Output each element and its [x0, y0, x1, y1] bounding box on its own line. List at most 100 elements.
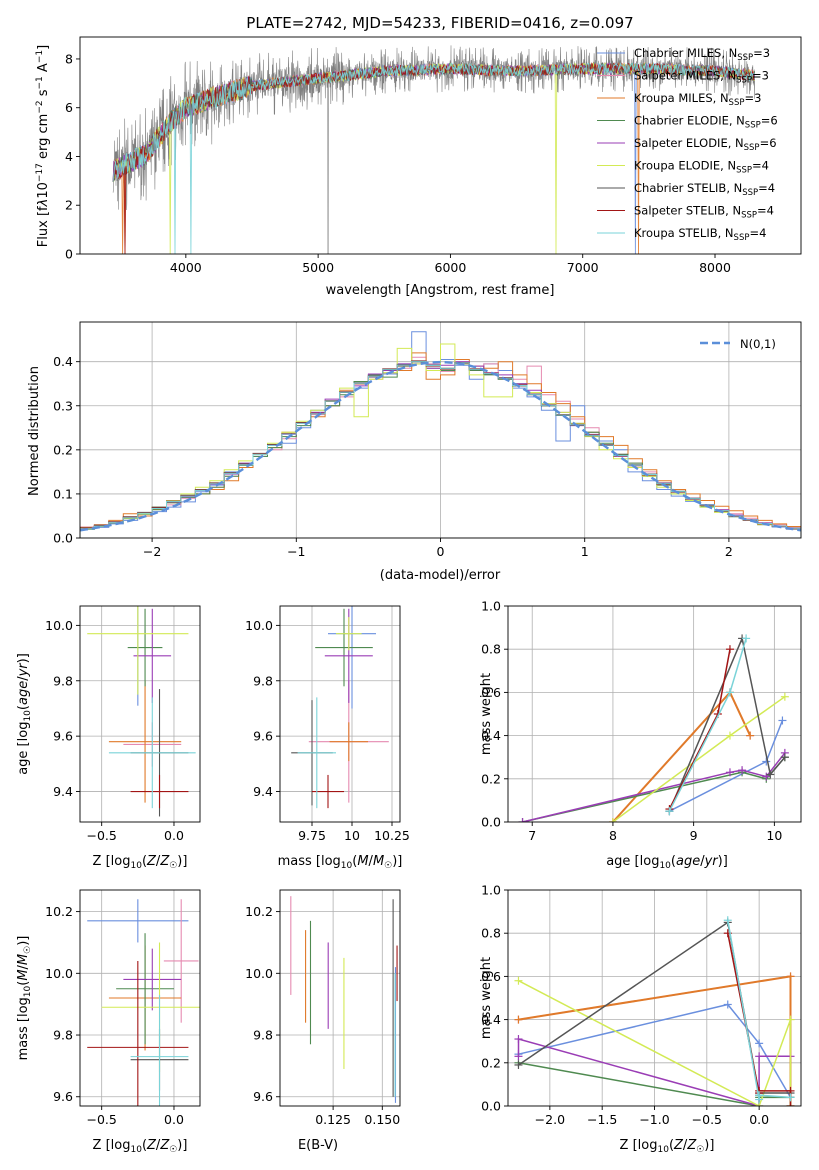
y-tick-label: 10.2	[245, 904, 273, 919]
x-tick-label: −1	[287, 544, 305, 559]
y-tick-label: 10.0	[245, 618, 273, 633]
weight-point-marker	[725, 645, 734, 654]
mass-vs-ebv-panel: 0.125 0.150 9.6 9.8 10.0 10.2 E(B-V)	[245, 889, 401, 1153]
y-tick-label: 9.4	[253, 784, 273, 799]
weight-point-marker	[723, 1000, 732, 1009]
x-tick-label: −1.0	[639, 1112, 669, 1127]
y-tick-label: 0.2	[481, 1055, 501, 1070]
legend-entry: Kroupa ELODIE, NSSP=4	[634, 159, 769, 176]
weight-point-marker	[780, 692, 789, 701]
y-tick-label: 10.2	[45, 904, 73, 919]
y-tick-label: 9.6	[53, 729, 73, 744]
legend-entry: Salpeter MILES, NSSP=3	[634, 69, 769, 86]
spectrum-xlabel: wavelength [Angstrom, rest frame]	[326, 283, 555, 298]
model-spectrum-line	[112, 61, 755, 254]
y-tick-label: 0.2	[481, 771, 501, 786]
y-tick-label: 9.8	[253, 1028, 273, 1043]
x-tick-label: 10.25	[374, 828, 410, 843]
errorbar-point	[130, 994, 189, 1106]
mass-vs-metallicity-panel: −0.5 0.0 9.6 9.8 10.0 10.2 Z [log10(Z/Z☉)] ma…	[16, 889, 201, 1155]
x-tick-label: −1.5	[587, 1112, 617, 1127]
errorbar-point	[87, 899, 189, 943]
axes-frame	[79, 605, 201, 823]
weight-z-xlabel: Z [log10(Z/Z☉)]	[620, 1138, 715, 1155]
y-tick-label: 9.8	[53, 1028, 73, 1043]
axes-frame	[507, 605, 802, 823]
x-tick-label: 8000	[699, 260, 731, 275]
y-tick-label: 10.0	[245, 966, 273, 981]
y-tick-label: 8	[65, 51, 73, 66]
weight-vs-age-panel: 7 8 9 10 0.0 0.2 0.4 0.6 0.8 1.0 age [log10(age/y…	[479, 599, 802, 871]
residual-histogram-step	[80, 360, 801, 538]
errorbar-point	[123, 948, 182, 1011]
x-tick-label: 2	[725, 544, 733, 559]
x-tick-label: −2.0	[535, 1112, 565, 1127]
y-tick-label: 0.8	[481, 642, 501, 657]
errorbar-point	[163, 899, 199, 1023]
y-tick-label: 9.8	[253, 673, 273, 688]
y-tick-label: 10.0	[45, 618, 73, 633]
legend-entry: Chabrier ELODIE, NSSP=6	[634, 114, 778, 131]
weight-point-marker	[746, 731, 755, 740]
weight-series-line	[612, 690, 752, 822]
residuals-xlabel: (data-model)/error	[380, 568, 501, 583]
spectrum-panel: 4000 5000 6000 7000 8000 0 2 4 6 8 Chabrier MILES…	[35, 36, 802, 298]
weight-point-marker	[514, 976, 523, 985]
weight-series-line	[518, 980, 792, 1106]
x-tick-label: 0.0	[749, 1112, 769, 1127]
weight-point-marker	[514, 1052, 523, 1061]
weight-point-marker	[766, 770, 775, 779]
errorbar-point	[133, 608, 172, 703]
weight-point-marker	[786, 1093, 795, 1102]
weight-point-marker	[725, 688, 734, 697]
x-tick-label: 1	[581, 544, 589, 559]
legend-entry: Salpeter STELIB, NSSP=4	[634, 204, 774, 221]
y-tick-label: 2	[65, 198, 73, 213]
legend-entry: Kroupa STELIB, NSSP=4	[634, 226, 766, 243]
weight-point-marker	[742, 634, 751, 643]
y-tick-label: 9.6	[253, 729, 273, 744]
weight-vs-metallicity-panel: −2.0 −1.5 −1.0 −0.5 0.0 0.0 0.2 0.4 0.6 0.8 1.0 Z …	[479, 883, 802, 1155]
weight-point-marker	[738, 766, 747, 775]
weight-point-marker	[725, 768, 734, 777]
axes-frame	[79, 889, 201, 1107]
legend-entry: Chabrier MILES, NSSP=3	[634, 46, 770, 63]
errorbar-point	[116, 933, 174, 1045]
age-z-xlabel: Z [log10(Z/Z☉)]	[93, 854, 188, 871]
weight-point-marker	[786, 972, 795, 981]
weight-point-marker	[786, 1015, 795, 1024]
weight-point-marker	[514, 1035, 523, 1044]
x-tick-label: 7000	[567, 260, 599, 275]
legend-entry: Chabrier STELIB, NSSP=4	[634, 181, 775, 198]
weight-age-xlabel: age [log10(age/yr)]	[606, 854, 728, 871]
y-tick-label: 0.4	[481, 1012, 501, 1027]
x-tick-label: 7	[528, 828, 536, 843]
weight-point-marker	[786, 1102, 795, 1106]
x-tick-label: 9	[690, 828, 698, 843]
figure-title: PLATE=2742, MJD=54233, FIBERID=0416, z=0…	[246, 14, 633, 32]
weight-series-line	[517, 1038, 791, 1106]
x-tick-label: 0.150	[364, 1112, 400, 1127]
axes-frame	[279, 889, 401, 1107]
weight-point-marker	[518, 818, 527, 822]
weight-point-marker	[665, 807, 674, 816]
weight-point-marker	[780, 753, 789, 762]
weight-series-line	[668, 635, 786, 812]
y-tick-label: 0.0	[53, 531, 73, 546]
axes-frame	[279, 605, 401, 823]
x-tick-label: −0.5	[87, 828, 117, 843]
x-tick-label: 5000	[302, 260, 334, 275]
mass-ebv-xlabel: E(B-V)	[298, 1138, 338, 1153]
weight-point-marker	[608, 818, 617, 822]
weight-series-line	[669, 720, 784, 812]
errorbar-point	[108, 697, 196, 809]
x-tick-label: 6000	[435, 260, 467, 275]
y-tick-label: 0.4	[53, 354, 73, 369]
x-tick-label: 4000	[170, 260, 202, 275]
age-z-ylabel: age [log10(age/yr)]	[16, 653, 33, 775]
errorbar-point	[87, 960, 189, 1106]
y-tick-label: 0.8	[481, 926, 501, 941]
x-tick-label: −0.5	[692, 1112, 722, 1127]
y-tick-label: 0.3	[53, 398, 73, 413]
